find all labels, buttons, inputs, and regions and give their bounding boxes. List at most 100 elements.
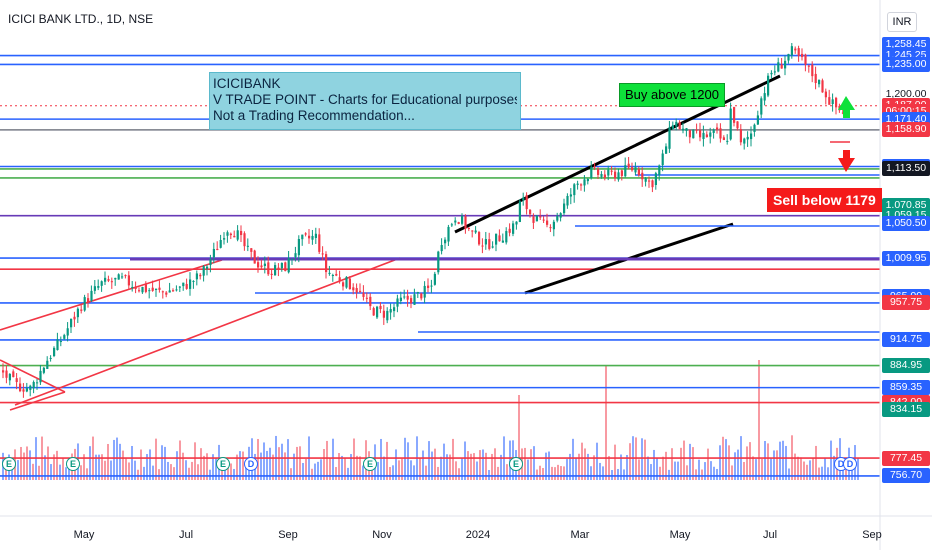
volume-bar: [671, 448, 673, 480]
dividend-event-icon[interactable]: D: [843, 457, 857, 471]
volume-bar: [584, 448, 586, 480]
earnings-event-icon[interactable]: E: [363, 457, 377, 471]
volume-bar: [326, 440, 328, 480]
candle-body: [15, 378, 18, 383]
volume-bar: [437, 466, 439, 480]
dividend-event-icon[interactable]: D: [244, 457, 258, 471]
candle-body: [733, 107, 736, 123]
volume-bar: [38, 465, 40, 480]
volume-bar: [305, 458, 307, 480]
price-label: 1,235.00: [882, 56, 930, 72]
volume-bar: [80, 465, 82, 480]
x-tick-label: Mar: [570, 529, 590, 541]
price-label: 777.45: [882, 450, 930, 466]
candle-body: [729, 108, 732, 140]
candle-body: [246, 245, 249, 247]
volume-bar: [683, 440, 685, 480]
volume-bar: [713, 466, 715, 480]
volume-bar: [752, 456, 754, 480]
volume-bar: [446, 454, 448, 480]
volume-bar: [269, 447, 271, 480]
sell-arrow-icon: [838, 150, 855, 172]
volume-bar: [449, 454, 451, 480]
candle-body: [566, 195, 569, 206]
volume-bar: [665, 451, 667, 480]
candle-body: [777, 62, 780, 72]
volume-bar: [773, 450, 775, 480]
volume-bar: [605, 365, 607, 480]
volume-bar: [833, 455, 835, 480]
currency-button[interactable]: INR: [887, 12, 917, 32]
candle-body: [410, 298, 413, 304]
volume-bar: [338, 453, 340, 480]
volume-bar: [155, 438, 157, 480]
candle-body: [83, 297, 86, 311]
volume-bar: [830, 440, 832, 480]
volume-bar: [644, 439, 646, 480]
volume-bar: [728, 445, 730, 480]
volume-bar: [383, 456, 385, 480]
candle-body: [274, 265, 277, 276]
x-tick-label: 2024: [465, 529, 491, 541]
candle-body: [481, 245, 484, 247]
candle-body: [597, 169, 600, 175]
volume-bar: [443, 443, 445, 480]
candle-body: [505, 231, 508, 243]
volume-bar: [629, 443, 631, 480]
candle-body: [818, 79, 821, 85]
candle-body: [284, 262, 287, 271]
candle-body: [512, 223, 515, 234]
volume-bar: [566, 459, 568, 480]
earnings-event-icon[interactable]: E: [216, 457, 230, 471]
volume-bar: [731, 465, 733, 480]
candle-body: [454, 220, 457, 223]
candle-body: [348, 278, 351, 290]
price-label: 859.35: [882, 380, 930, 396]
candle-body: [175, 289, 178, 291]
volume-bar: [410, 460, 412, 480]
volume-bar: [581, 442, 583, 480]
candle-body: [705, 134, 708, 138]
volume-bar: [167, 461, 169, 480]
candle-body: [39, 370, 42, 383]
volume-bar: [641, 438, 643, 480]
candle-body: [382, 310, 385, 318]
candle-body: [518, 201, 521, 222]
earnings-event-icon[interactable]: E: [509, 457, 523, 471]
candle-body: [107, 279, 110, 281]
volume-bar: [263, 442, 265, 480]
earnings-event-icon[interactable]: E: [66, 457, 80, 471]
volume-bar: [335, 467, 337, 480]
candle-body: [372, 308, 375, 316]
candle-body: [743, 138, 746, 144]
candle-body: [787, 53, 790, 61]
candle-body: [603, 174, 606, 178]
volume-bar: [677, 461, 679, 480]
volume-bar: [479, 450, 481, 480]
price-label: 834.15: [882, 401, 930, 417]
volume-bar: [575, 457, 577, 480]
volume-bar: [47, 446, 49, 480]
note-line-1: ICICIBANK: [213, 76, 281, 91]
volume-bar: [707, 448, 709, 480]
candle-body: [379, 305, 382, 310]
price-label: 1,258.45: [882, 36, 930, 52]
volume-bar: [788, 468, 790, 480]
volume-bar: [500, 454, 502, 480]
candle-body: [8, 373, 11, 381]
volume-bar: [110, 460, 112, 480]
volume-bar: [608, 456, 610, 480]
candle-body: [53, 347, 56, 357]
candle-body: [780, 64, 783, 69]
candle-body: [158, 287, 161, 290]
volume-bar: [551, 466, 553, 480]
x-tick-label: May: [73, 529, 95, 541]
earnings-event-icon[interactable]: E: [2, 457, 16, 471]
candle-body: [797, 48, 800, 56]
symbol-title[interactable]: ICICI BANK LTD., 1D, NSE: [8, 12, 154, 26]
candle-body: [658, 165, 661, 176]
candle-body: [243, 233, 246, 247]
volume-bar: [554, 467, 556, 480]
candle-body: [80, 309, 83, 311]
